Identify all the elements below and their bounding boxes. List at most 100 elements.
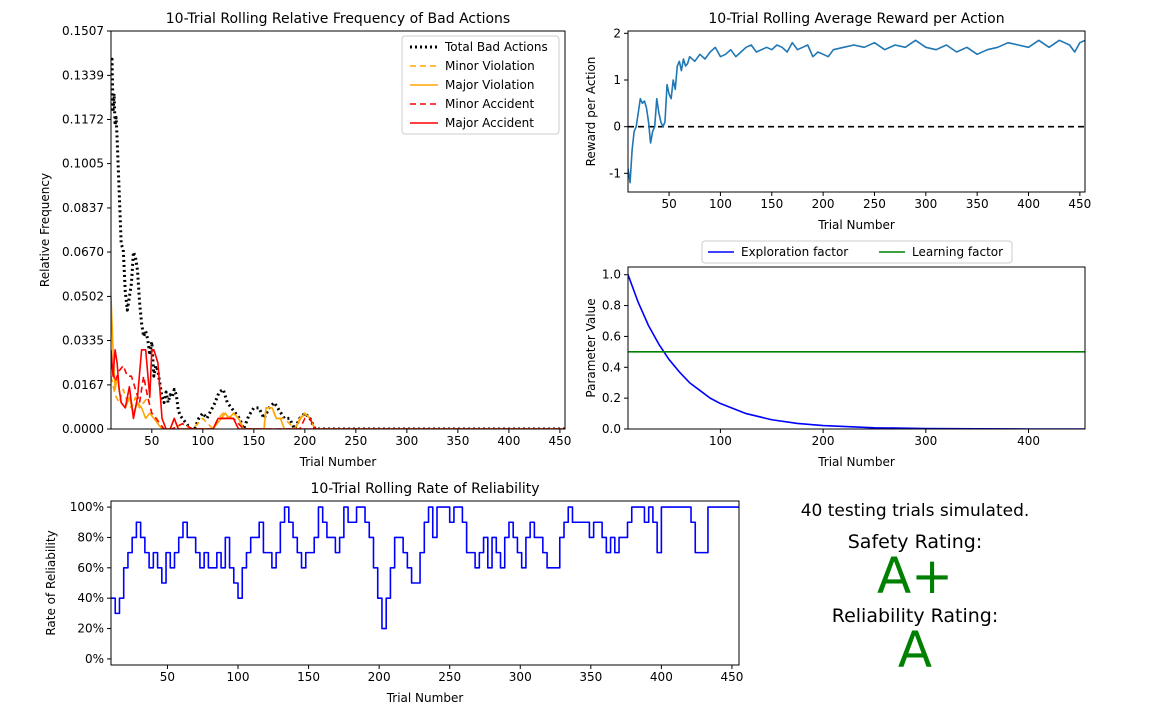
y-tick-label: 0.4 bbox=[602, 360, 621, 374]
y-tick-label: 0.0167 bbox=[62, 378, 104, 392]
x-tick-label: 200 bbox=[812, 197, 835, 211]
x-tick-label: 350 bbox=[966, 197, 989, 211]
reliability-rating-label: Reliability Rating: bbox=[831, 605, 999, 627]
x-tick-label: 350 bbox=[446, 434, 469, 448]
plot-area bbox=[628, 274, 1085, 429]
x-tick-label: 200 bbox=[293, 434, 316, 448]
x-tick-label: 250 bbox=[344, 434, 367, 448]
x-tick-label: 150 bbox=[297, 670, 320, 684]
y-tick-label: 0 bbox=[613, 120, 621, 134]
x-tick-label: 300 bbox=[914, 197, 937, 211]
series-line-chart-2 bbox=[628, 39, 1085, 184]
x-tick-label: 400 bbox=[497, 434, 520, 448]
legend-entry: Minor Accident bbox=[445, 97, 535, 111]
y-tick-label: 100% bbox=[70, 500, 104, 514]
chart-2: 10-Trial Rolling Average Reward per Acti… bbox=[584, 11, 1091, 232]
testing-trials-summary: 40 testing trials simulated. bbox=[800, 501, 1030, 521]
series-line-major-violation bbox=[111, 296, 565, 429]
safety-rating-label: Safety Rating: bbox=[847, 531, 983, 553]
chart-title: 10-Trial Rolling Average Reward per Acti… bbox=[708, 11, 1004, 27]
plot-frame bbox=[627, 266, 1086, 430]
safety-rating-grade: A+ bbox=[876, 547, 954, 605]
series-line-chart-4 bbox=[111, 506, 739, 630]
x-tick-label: 50 bbox=[160, 670, 175, 684]
chart-title: 10-Trial Rolling Relative Frequency of B… bbox=[166, 11, 510, 27]
y-tick-label: 1.0 bbox=[602, 268, 621, 282]
x-tick-label: 300 bbox=[395, 434, 418, 448]
x-axis-label: Trial Number bbox=[817, 218, 895, 232]
y-axis-label: Reward per Action bbox=[584, 57, 598, 167]
legend-entry: Major Violation bbox=[445, 78, 534, 92]
x-tick-label: 50 bbox=[661, 197, 676, 211]
legend-entry: Total Bad Actions bbox=[444, 40, 548, 54]
x-tick-label: 300 bbox=[509, 670, 532, 684]
x-tick-label: 400 bbox=[1017, 434, 1040, 448]
x-tick-label: 350 bbox=[579, 670, 602, 684]
chart-4: 10-Trial Rolling Rate of Reliability Tria… bbox=[44, 481, 743, 705]
y-tick-label: 0.0335 bbox=[62, 334, 104, 348]
x-tick-label: 100 bbox=[709, 197, 732, 211]
y-tick-label: 0.6 bbox=[602, 329, 621, 343]
y-tick-label: 20% bbox=[77, 622, 104, 636]
y-axis-label: Relative Frequency bbox=[38, 173, 52, 287]
y-tick-label: 80% bbox=[77, 530, 104, 544]
legend: Total Bad Actions Minor Violation Major Vi… bbox=[401, 35, 560, 135]
legend-entry: Learning factor bbox=[912, 245, 1003, 259]
x-axis-label: Trial Number bbox=[386, 691, 464, 705]
y-tick-label: 0.8 bbox=[602, 299, 621, 313]
y-tick-label: 0.0837 bbox=[62, 201, 104, 215]
plot-frame bbox=[110, 30, 566, 430]
y-tick-label: 0.0502 bbox=[62, 289, 104, 303]
x-tick-label: 100 bbox=[191, 434, 214, 448]
y-tick-label: 0.0000 bbox=[62, 422, 104, 436]
x-tick-label: 150 bbox=[242, 434, 265, 448]
x-tick-label: 450 bbox=[720, 670, 743, 684]
y-tick-label: 0.1172 bbox=[62, 112, 104, 126]
x-tick-label: 400 bbox=[1017, 197, 1040, 211]
x-axis-label: Trial Number bbox=[299, 455, 377, 469]
legend-box bbox=[701, 240, 1013, 264]
x-tick-label: 450 bbox=[548, 434, 571, 448]
x-tick-label: 200 bbox=[812, 434, 835, 448]
y-tick-label: 0.1339 bbox=[62, 68, 104, 82]
y-axis-label: Rate of Reliability bbox=[44, 530, 58, 635]
y-tick-label: 0.1005 bbox=[62, 157, 104, 171]
y-tick-label: 0% bbox=[85, 652, 104, 666]
x-tick-label: 200 bbox=[368, 670, 391, 684]
x-tick-label: 250 bbox=[438, 670, 461, 684]
plot-area bbox=[111, 57, 565, 429]
x-tick-label: 50 bbox=[144, 434, 159, 448]
legend-entry: Minor Violation bbox=[445, 59, 535, 73]
series-line-major-accident bbox=[111, 348, 565, 429]
y-tick-label: 0.0670 bbox=[62, 245, 104, 259]
series-line-minor-accident bbox=[111, 362, 565, 429]
chart-1: 10-Trial Rolling Relative Frequency of B… bbox=[38, 11, 571, 469]
x-tick-label: 300 bbox=[914, 434, 937, 448]
series-line-minor-violation bbox=[111, 376, 565, 429]
x-tick-label: 400 bbox=[650, 670, 673, 684]
y-tick-label: -1 bbox=[609, 166, 621, 180]
y-tick-label: 60% bbox=[77, 561, 104, 575]
plot-frame bbox=[627, 30, 1086, 193]
y-tick-label: 2 bbox=[613, 26, 621, 40]
y-tick-label: 1 bbox=[613, 73, 621, 87]
y-axis-label: Parameter Value bbox=[584, 298, 598, 397]
legend-entry: Exploration factor bbox=[741, 245, 848, 259]
chart-title: 10-Trial Rolling Rate of Reliability bbox=[310, 481, 539, 497]
x-tick-label: 150 bbox=[760, 197, 783, 211]
rating-panel: 40 testing trials simulated. Safety Rati… bbox=[770, 498, 1060, 679]
reliability-rating-grade: A bbox=[897, 621, 933, 679]
y-tick-label: 0.2 bbox=[602, 391, 621, 405]
legend: Exploration factor Learning factor bbox=[701, 240, 1013, 264]
x-axis-label: Trial Number bbox=[817, 455, 895, 469]
plot-area bbox=[111, 506, 739, 630]
x-tick-label: 100 bbox=[227, 670, 250, 684]
x-tick-label: 100 bbox=[709, 434, 732, 448]
chart-3: Trial Number Parameter Value 100 200 300 400 0… bbox=[584, 240, 1086, 469]
x-tick-label: 250 bbox=[863, 197, 886, 211]
y-tick-label: 0.1507 bbox=[62, 24, 104, 38]
plot-frame bbox=[110, 500, 740, 666]
x-tick-label: 450 bbox=[1068, 197, 1091, 211]
y-tick-label: 0.0 bbox=[602, 422, 621, 436]
